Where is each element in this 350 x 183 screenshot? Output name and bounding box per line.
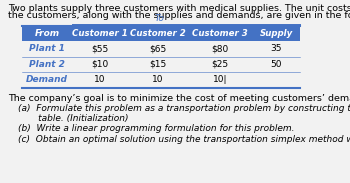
Text: $65: $65: [149, 44, 167, 53]
Text: $10: $10: [91, 60, 108, 69]
Text: $15: $15: [149, 60, 167, 69]
Text: Customer 2: Customer 2: [130, 29, 186, 38]
Text: (b)  Write a linear programming formulation for this problem.: (b) Write a linear programming formulati…: [18, 124, 294, 133]
Text: $25: $25: [211, 60, 229, 69]
Bar: [22, 25, 300, 41]
Text: $80: $80: [211, 44, 229, 53]
Text: $55: $55: [91, 44, 108, 53]
Text: Supply: Supply: [259, 29, 293, 38]
Text: the customers, along with the supplies and demands, are given in the following t: the customers, along with the supplies a…: [8, 11, 350, 20]
Text: Demand: Demand: [26, 75, 68, 84]
Text: 35: 35: [270, 44, 282, 53]
Text: To: To: [155, 14, 165, 23]
Text: 10: 10: [94, 75, 106, 84]
Text: (a)  Formulate this problem as a transportation problem by constructing the appr: (a) Formulate this problem as a transpor…: [18, 104, 350, 113]
Text: table. (Initialization): table. (Initialization): [18, 114, 128, 123]
Text: Plant 2: Plant 2: [29, 60, 65, 69]
Text: 10: 10: [152, 75, 164, 84]
Text: 50: 50: [270, 60, 282, 69]
Text: The company’s goal is to minimize the cost of meeting customers’ demands.: The company’s goal is to minimize the co…: [8, 94, 350, 103]
Text: Two plants supply three customers with medical supplies. The unit costs of shipp: Two plants supply three customers with m…: [8, 4, 350, 13]
Text: Customer 3: Customer 3: [192, 29, 248, 38]
Text: Plant 1: Plant 1: [29, 44, 65, 53]
Text: (c)  Obtain an optimal solution using the transportation simplex method with Nor: (c) Obtain an optimal solution using the…: [18, 135, 350, 144]
Text: 10|: 10|: [213, 75, 227, 84]
Text: Customer 1: Customer 1: [72, 29, 128, 38]
Text: From: From: [34, 29, 60, 38]
